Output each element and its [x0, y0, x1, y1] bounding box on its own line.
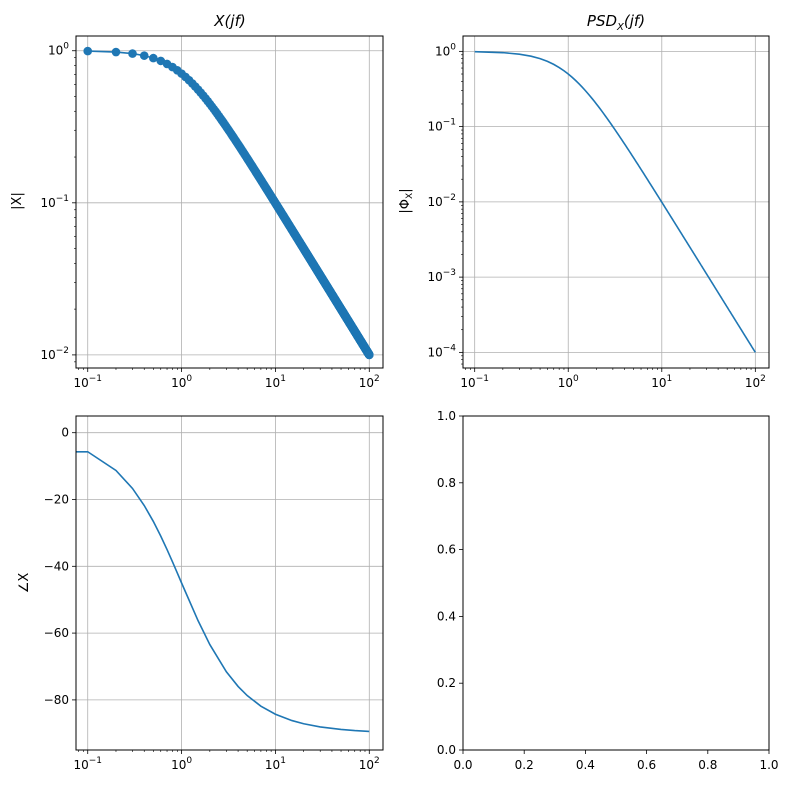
plot1-point-999 [364, 350, 374, 360]
plot1-point-0 [83, 46, 93, 56]
plot3-xtick-label-3: 102 [359, 756, 380, 772]
plot4-xtick-label-1: 0.2 [515, 758, 534, 772]
plot3-xtick-label-2: 101 [265, 756, 286, 772]
plot2-series-line [474, 50, 757, 353]
plot2-ytick-label-1: 10−3 [427, 268, 456, 284]
plot4-ytick-label-1: 0.2 [437, 676, 456, 690]
plot1-xtick-label-3: 102 [359, 374, 380, 390]
plot3-xtick-label-1: 100 [171, 756, 192, 772]
plot2-title: PSDX(jf) [587, 12, 645, 33]
plot4-ytick-label-4: 0.8 [437, 476, 456, 490]
plot1-ylabel: |X| [10, 192, 25, 210]
plot3-ytick-label-0: 0 [61, 426, 69, 440]
plot1-point-4 [149, 53, 158, 63]
plot3-ytick-label-3: −60 [44, 626, 69, 640]
plot3-ytick-label-2: −40 [44, 559, 69, 573]
plot4-ytick-label-5: 1.0 [437, 409, 456, 423]
plot3-series-line [76, 450, 370, 733]
plot4-ytick-label-3: 0.6 [437, 543, 456, 557]
plot1-point-2 [128, 49, 137, 58]
plot1-xtick-label-2: 101 [265, 374, 286, 390]
plot3: 10−1 100 101 102 0 −20 −40 −60 −80 [44, 415, 384, 772]
plot3-frame [75, 415, 384, 751]
plot2-ytick-label-2: 10−2 [427, 193, 456, 209]
plot2-xtick-label-2: 101 [651, 374, 672, 390]
plot1-data [83, 46, 374, 360]
plot3-ylabel: ∠X [17, 573, 32, 594]
plot2-ytick-label-0: 10−4 [427, 343, 456, 359]
plot4-frame [462, 415, 770, 751]
plot4-ytick-label-0: 0.0 [437, 743, 456, 757]
plot4-xtick-label-3: 0.6 [637, 758, 656, 772]
plot1-xtick-label-0: 10−1 [73, 374, 102, 390]
plot1-ytick-label-2: 100 [48, 42, 69, 58]
plot2: 10−1 100 101 102 10−4 10−3 10−2 10−1 100 [427, 35, 770, 390]
plot4-xtick-label-2: 0.4 [576, 758, 595, 772]
plot2-xtick-label-1: 100 [558, 374, 579, 390]
plot3-ytick-label-1: −20 [44, 493, 69, 507]
plot1-title: X(jf) [213, 12, 245, 30]
plot4-xtick-label-0: 0.0 [453, 758, 472, 772]
plot1-point-3 [139, 51, 149, 60]
plot3-xtick-label-0: 10−1 [73, 756, 102, 772]
plot1-point-1 [111, 47, 121, 57]
plot4-xtick-label-5: 1.0 [759, 758, 778, 772]
plot2-ytick-label-3: 10−1 [427, 118, 456, 134]
plot4: 0.0 0.2 0.4 0.6 0.8 1.0 0.0 0.2 0.4 0.6 0.8 1.0 [437, 409, 779, 772]
plot2-ylabel: |ΦX| [398, 188, 415, 213]
plot2-ytick-label-4: 100 [435, 42, 456, 58]
plot1-frame [75, 35, 384, 369]
plot3-ytick-label-4: −80 [44, 693, 69, 707]
plot2-xtick-label-3: 102 [745, 374, 766, 390]
plot1-xtick-label-1: 100 [171, 374, 192, 390]
plot4-ytick-label-2: 0.4 [437, 609, 456, 623]
plot2-data [474, 50, 757, 353]
plot1-ytick-label-0: 10−2 [40, 346, 69, 362]
plot1-ytick-label-1: 10−1 [40, 194, 69, 210]
plot4-xtick-label-4: 0.8 [698, 758, 717, 772]
plot2-xtick-label-0: 10−1 [460, 374, 489, 390]
plot3-data [76, 450, 370, 733]
